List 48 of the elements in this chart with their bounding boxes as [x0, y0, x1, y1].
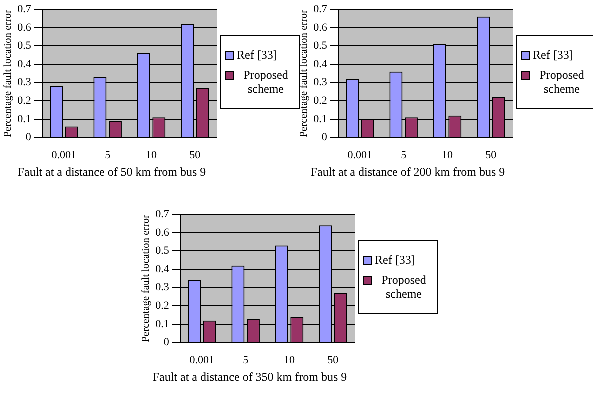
y-tick-label: 0.5: [314, 40, 328, 52]
x-tick-label: 0.001: [348, 149, 373, 162]
y-tick-label: 0: [164, 336, 170, 349]
y-axis-title: Percentage fault location error: [141, 214, 152, 342]
y-tick-label: 0.7: [156, 208, 170, 220]
legend-label: Ref [33]: [533, 48, 574, 62]
y-tick-label: 0: [322, 132, 328, 144]
x-tick-label: 50: [190, 149, 202, 162]
y-axis-title: Percentage fault location error: [299, 10, 310, 138]
legend-label: Proposed scheme: [380, 273, 428, 301]
x-tick-label: 10: [284, 354, 296, 366]
legend-label: Ref [33]: [237, 48, 278, 62]
y-tick-label: 0.3: [314, 76, 328, 89]
legend-label: Ref [33]: [375, 253, 416, 267]
y-axis-title: Percentage fault location error: [3, 10, 14, 138]
y-tick-label: 0.2: [314, 95, 328, 108]
y-tick-label: 0.1: [314, 113, 328, 126]
y-tick-label: 0.6: [156, 226, 170, 239]
y-tick-label: 0.3: [18, 76, 32, 89]
x-axis-title: Fault at a distance of 350 km from bus 9: [152, 370, 348, 384]
x-axis-title: Fault at a distance of 50 km from bus 9: [16, 165, 208, 179]
legend-label: Proposed scheme: [242, 68, 290, 96]
x-tick-label: 0.001: [190, 354, 215, 366]
x-tick-label: 5: [105, 149, 112, 162]
x-tick-label: 50: [486, 149, 498, 162]
y-tick-label: 0.4: [156, 263, 170, 276]
y-tick-label: 0.1: [18, 113, 32, 126]
x-tick-label: 5: [401, 149, 408, 162]
x-tick-label: 10: [442, 149, 454, 162]
x-tick-label: 0.001: [52, 149, 77, 162]
y-tick-label: 0.5: [156, 245, 170, 258]
y-tick-label: 0.2: [18, 95, 32, 108]
y-tick-label: 0.4: [314, 58, 328, 70]
y-tick-label: 0.6: [314, 22, 328, 34]
y-tick-label: 0.3: [156, 282, 170, 294]
y-tick-label: 0: [26, 132, 32, 144]
y-tick-label: 0.5: [18, 40, 32, 52]
y-tick-label: 0.4: [18, 58, 32, 70]
x-tick-label: 10: [146, 149, 158, 162]
y-tick-label: 0.6: [18, 22, 32, 34]
x-axis-title: Fault at a distance of 200 km from bus 9: [310, 165, 506, 179]
legend-label: Proposed scheme: [538, 68, 586, 96]
x-tick-label: 50: [328, 354, 340, 366]
y-tick-label: 0.2: [156, 300, 170, 312]
y-tick-label: 0.7: [314, 3, 328, 16]
y-tick-label: 0.7: [18, 3, 32, 16]
y-tick-label: 0.1: [156, 318, 170, 330]
x-tick-label: 5: [243, 354, 250, 366]
